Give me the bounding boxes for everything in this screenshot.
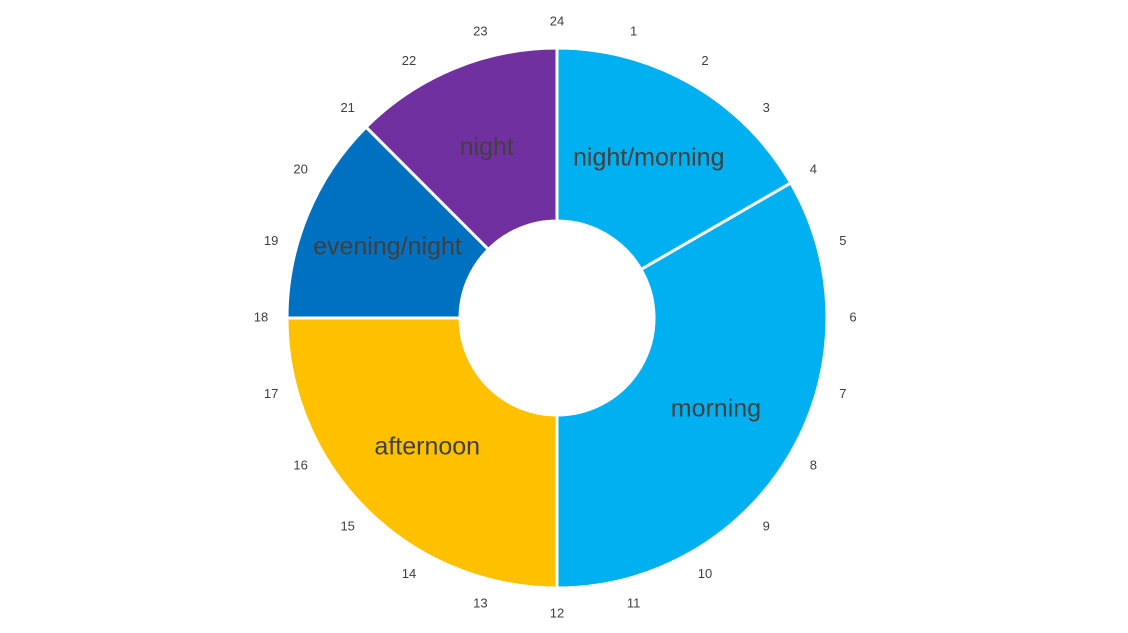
- hour-tick-label: 2: [701, 53, 708, 68]
- hour-tick-label: 19: [264, 233, 278, 248]
- segment-afternoon: [285, 316, 559, 590]
- hour-tick-label: 20: [293, 161, 307, 176]
- hour-tick-label: 5: [839, 233, 846, 248]
- hour-tick-label: 23: [473, 24, 487, 39]
- hour-tick-label: 17: [264, 386, 278, 401]
- hour-tick-label: 12: [550, 605, 564, 620]
- segment-label: morning: [671, 394, 761, 422]
- hour-tick-label: 11: [627, 595, 641, 610]
- hour-tick-label: 8: [810, 457, 817, 472]
- hour-tick-label: 9: [763, 519, 770, 534]
- hour-tick-label: 1: [630, 24, 637, 39]
- hour-tick-label: 13: [473, 595, 487, 610]
- hour-tick-label: 16: [293, 457, 307, 472]
- segment-night: [363, 46, 559, 252]
- segment-label: afternoon: [374, 432, 480, 460]
- hour-tick-label: 10: [698, 566, 712, 581]
- hour-tick-label: 18: [254, 309, 268, 324]
- hour-tick-label: 21: [340, 100, 354, 115]
- hour-tick-label: 15: [340, 519, 354, 534]
- hour-tick-label: 4: [810, 161, 817, 176]
- hour-tick-label: 22: [402, 53, 416, 68]
- segment-night-morning: [555, 46, 793, 272]
- segment-morning: [555, 180, 829, 590]
- hour-tick-label: 14: [402, 566, 416, 581]
- segment-label: night/morning: [573, 144, 724, 172]
- hour-tick-label: 7: [839, 386, 846, 401]
- hour-tick-label: 24: [550, 13, 564, 28]
- segment-label: night: [460, 133, 514, 161]
- segment-label: evening/night: [313, 232, 462, 260]
- hour-tick-label: 6: [849, 309, 856, 324]
- hour-tick-label: 3: [763, 100, 770, 115]
- segment-evening-night: [285, 124, 491, 320]
